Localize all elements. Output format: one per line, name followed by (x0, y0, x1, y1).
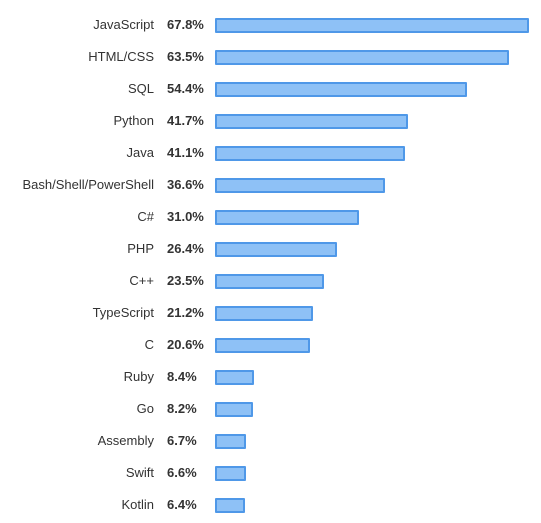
bar (215, 178, 385, 193)
bar-row: Python 41.7% (0, 107, 541, 135)
bar-row: Ruby 8.4% (0, 363, 541, 391)
category-label: PHP (127, 241, 154, 256)
bar-row: C++ 23.5% (0, 267, 541, 295)
value-label: 8.4% (167, 369, 197, 384)
value-label: 54.4% (167, 81, 204, 96)
bar (215, 370, 254, 385)
value-label: 8.2% (167, 401, 197, 416)
value-label: 6.4% (167, 497, 197, 512)
bar-row: C# 31.0% (0, 203, 541, 231)
bar (215, 498, 245, 513)
bar (215, 306, 313, 321)
bar-row: Swift 6.6% (0, 459, 541, 487)
category-label: Java (126, 145, 154, 160)
category-label: C# (137, 209, 154, 224)
category-label: Ruby (123, 369, 154, 384)
bar-row: Bash/Shell/PowerShell 36.6% (0, 171, 541, 199)
category-label: JavaScript (93, 17, 154, 32)
bar (215, 434, 246, 449)
bar-row: Java 41.1% (0, 139, 541, 167)
value-label: 26.4% (167, 241, 204, 256)
bar (215, 402, 253, 417)
bar (215, 50, 509, 65)
category-label: Bash/Shell/PowerShell (22, 177, 154, 192)
value-label: 6.7% (167, 433, 197, 448)
category-label: Swift (125, 465, 154, 480)
category-label: Python (113, 113, 154, 128)
bar-row: HTML/CSS 63.5% (0, 43, 541, 71)
category-label: C (144, 337, 154, 352)
bar-row: PHP 26.4% (0, 235, 541, 263)
category-label: Assembly (97, 433, 154, 448)
value-label: 36.6% (167, 177, 204, 192)
category-label: TypeScript (92, 305, 154, 320)
bar (215, 18, 529, 33)
bar-row: TypeScript 21.2% (0, 299, 541, 327)
category-label: Kotlin (121, 497, 154, 512)
value-label: 6.6% (167, 465, 197, 480)
value-label: 41.1% (167, 145, 204, 160)
bar-row: Kotlin 6.4% (0, 491, 541, 519)
bar-row: JavaScript 67.8% (0, 11, 541, 39)
bar (215, 338, 310, 353)
category-label: C++ (129, 273, 154, 288)
bar (215, 210, 359, 225)
value-label: 63.5% (167, 49, 204, 64)
bar-row: SQL 54.4% (0, 75, 541, 103)
bar (215, 114, 408, 129)
value-label: 67.8% (167, 17, 204, 32)
value-label: 23.5% (167, 273, 204, 288)
value-label: 21.2% (167, 305, 204, 320)
bar (215, 82, 467, 97)
bar-row: Go 8.2% (0, 395, 541, 423)
value-label: 31.0% (167, 209, 204, 224)
bar (215, 146, 405, 161)
value-label: 41.7% (167, 113, 204, 128)
bar (215, 274, 324, 289)
bar-row: Assembly 6.7% (0, 427, 541, 455)
value-label: 20.6% (167, 337, 204, 352)
category-label: Go (136, 401, 154, 416)
bar-row: C 20.6% (0, 331, 541, 359)
category-label: HTML/CSS (88, 49, 154, 64)
bar (215, 242, 337, 257)
category-label: SQL (127, 81, 154, 96)
bar (215, 466, 246, 481)
